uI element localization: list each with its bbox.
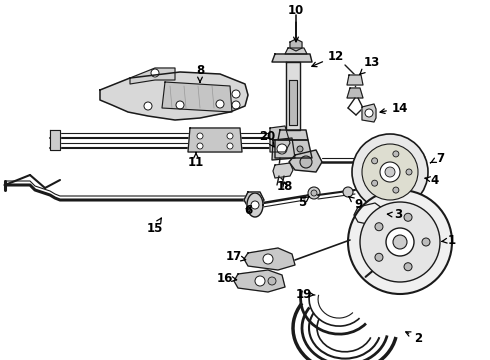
Polygon shape (362, 104, 376, 122)
Text: 5: 5 (298, 195, 309, 208)
Circle shape (216, 100, 224, 108)
Circle shape (393, 235, 407, 249)
Circle shape (300, 156, 312, 168)
Text: 20: 20 (259, 130, 275, 147)
Circle shape (251, 201, 259, 209)
Text: 12: 12 (312, 49, 344, 67)
Circle shape (197, 143, 203, 149)
Circle shape (278, 146, 284, 152)
Circle shape (348, 190, 452, 294)
Circle shape (371, 180, 378, 186)
Circle shape (406, 169, 412, 175)
Text: 8: 8 (196, 63, 204, 82)
Polygon shape (347, 75, 363, 85)
Polygon shape (354, 203, 384, 226)
Polygon shape (130, 68, 175, 84)
Circle shape (371, 158, 378, 164)
Text: 7: 7 (431, 152, 444, 165)
Circle shape (343, 187, 353, 197)
Polygon shape (275, 140, 312, 158)
Polygon shape (247, 193, 263, 217)
Circle shape (360, 202, 440, 282)
Text: 3: 3 (388, 208, 402, 221)
Text: 9: 9 (349, 197, 362, 211)
Circle shape (404, 213, 412, 221)
Circle shape (197, 133, 203, 139)
Text: 17: 17 (226, 251, 245, 264)
Text: 11: 11 (188, 153, 204, 168)
Circle shape (380, 162, 400, 182)
Polygon shape (290, 39, 302, 51)
Text: 13: 13 (360, 57, 380, 75)
Polygon shape (234, 270, 285, 292)
Circle shape (393, 151, 399, 157)
Circle shape (227, 143, 233, 149)
Circle shape (311, 190, 317, 196)
Circle shape (352, 134, 428, 210)
Circle shape (232, 101, 240, 109)
Circle shape (297, 146, 303, 152)
Polygon shape (289, 80, 297, 125)
Circle shape (176, 101, 184, 109)
Text: 2: 2 (406, 332, 422, 345)
Polygon shape (272, 138, 295, 160)
Text: 10: 10 (288, 4, 304, 42)
Polygon shape (278, 130, 308, 140)
Polygon shape (347, 88, 363, 98)
Circle shape (232, 90, 240, 98)
Text: 4: 4 (425, 174, 439, 186)
Circle shape (255, 276, 265, 286)
Circle shape (144, 102, 152, 110)
Polygon shape (244, 192, 264, 207)
Circle shape (393, 187, 399, 193)
Circle shape (227, 133, 233, 139)
Circle shape (422, 238, 430, 246)
Polygon shape (289, 150, 322, 172)
Circle shape (277, 144, 287, 154)
Circle shape (395, 160, 401, 166)
Circle shape (365, 109, 373, 117)
Circle shape (386, 228, 414, 256)
Circle shape (375, 253, 383, 261)
Polygon shape (285, 48, 307, 54)
Polygon shape (272, 54, 312, 62)
Text: 16: 16 (217, 271, 237, 284)
Polygon shape (188, 128, 242, 152)
Polygon shape (286, 62, 300, 130)
Text: 15: 15 (147, 218, 163, 234)
Circle shape (391, 156, 405, 170)
Circle shape (308, 187, 320, 199)
Polygon shape (270, 126, 290, 152)
Polygon shape (244, 248, 295, 270)
Text: 18: 18 (277, 180, 293, 193)
Circle shape (385, 167, 395, 177)
Circle shape (363, 210, 373, 220)
Circle shape (375, 223, 383, 231)
Polygon shape (50, 130, 60, 150)
Text: 14: 14 (380, 102, 408, 114)
Circle shape (404, 263, 412, 271)
Text: 19: 19 (296, 288, 315, 301)
Polygon shape (162, 82, 232, 112)
Text: 1: 1 (442, 234, 456, 247)
Polygon shape (273, 163, 293, 178)
Text: 6: 6 (244, 203, 252, 216)
Circle shape (286, 146, 292, 152)
Circle shape (268, 277, 276, 285)
Circle shape (151, 69, 159, 77)
Circle shape (263, 254, 273, 264)
Circle shape (362, 144, 418, 200)
Polygon shape (100, 72, 248, 120)
